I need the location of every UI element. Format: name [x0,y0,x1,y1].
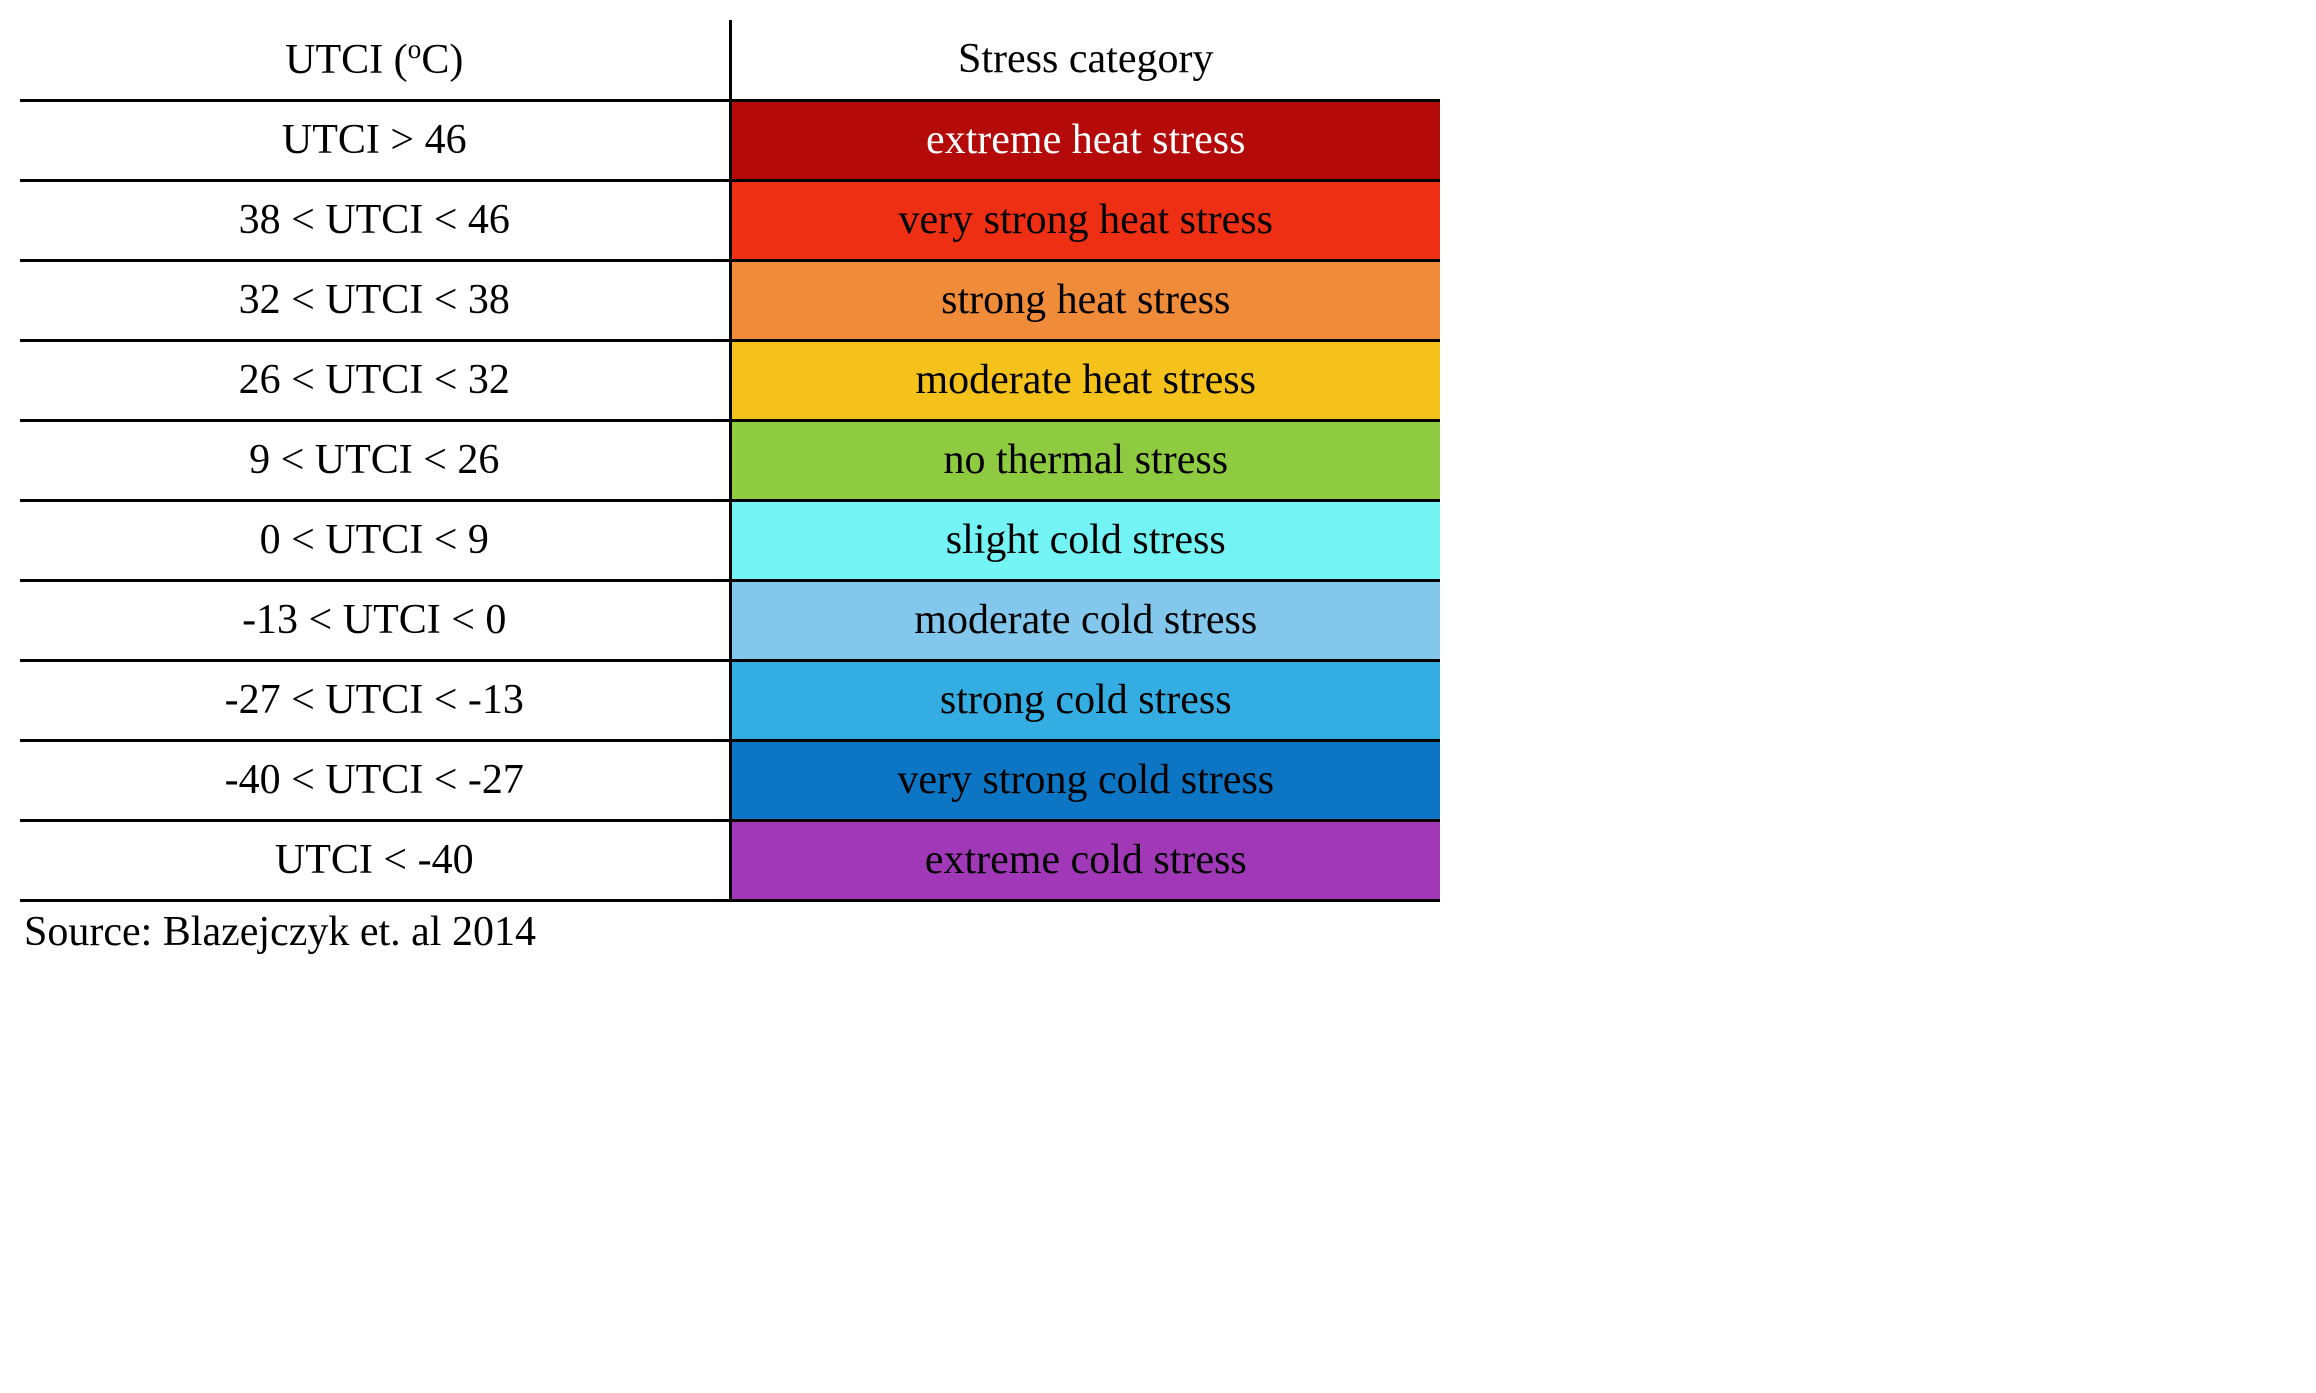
utci-range-cell: 38 < UTCI < 46 [20,180,730,260]
table-row: 38 < UTCI < 46very strong heat stress [20,180,1440,260]
stress-category-cell: extreme heat stress [730,100,1440,180]
stress-category-cell: slight cold stress [730,500,1440,580]
utci-stress-table: UTCI (oC) Stress category UTCI > 46extre… [20,20,1440,902]
utci-range-cell: -40 < UTCI < -27 [20,740,730,820]
table-header-row: UTCI (oC) Stress category [20,20,1440,100]
table-body: UTCI > 46extreme heat stress38 < UTCI < … [20,100,1440,900]
stress-category-cell: moderate heat stress [730,340,1440,420]
table-row: UTCI > 46extreme heat stress [20,100,1440,180]
source-citation: Source: Blazejczyk et. al 2014 [20,908,1440,956]
utci-range-cell: UTCI < -40 [20,820,730,900]
table-row: 0 < UTCI < 9slight cold stress [20,500,1440,580]
stress-category-cell: strong cold stress [730,660,1440,740]
table-row: -27 < UTCI < -13strong cold stress [20,660,1440,740]
table-row: UTCI < -40extreme cold stress [20,820,1440,900]
utci-table-container: UTCI (oC) Stress category UTCI > 46extre… [20,20,1440,956]
table-row: 26 < UTCI < 32moderate heat stress [20,340,1440,420]
stress-category-cell: strong heat stress [730,260,1440,340]
table-row: -40 < UTCI < -27very strong cold stress [20,740,1440,820]
header-stress-category: Stress category [730,20,1440,100]
stress-category-cell: very strong cold stress [730,740,1440,820]
utci-range-cell: 26 < UTCI < 32 [20,340,730,420]
utci-range-cell: 9 < UTCI < 26 [20,420,730,500]
stress-category-cell: extreme cold stress [730,820,1440,900]
utci-range-cell: UTCI > 46 [20,100,730,180]
header-utci: UTCI (oC) [20,20,730,100]
utci-range-cell: 0 < UTCI < 9 [20,500,730,580]
utci-range-cell: -13 < UTCI < 0 [20,580,730,660]
stress-category-cell: very strong heat stress [730,180,1440,260]
stress-category-cell: moderate cold stress [730,580,1440,660]
table-row: 32 < UTCI < 38strong heat stress [20,260,1440,340]
utci-range-cell: -27 < UTCI < -13 [20,660,730,740]
stress-category-cell: no thermal stress [730,420,1440,500]
table-row: -13 < UTCI < 0moderate cold stress [20,580,1440,660]
table-row: 9 < UTCI < 26no thermal stress [20,420,1440,500]
utci-range-cell: 32 < UTCI < 38 [20,260,730,340]
